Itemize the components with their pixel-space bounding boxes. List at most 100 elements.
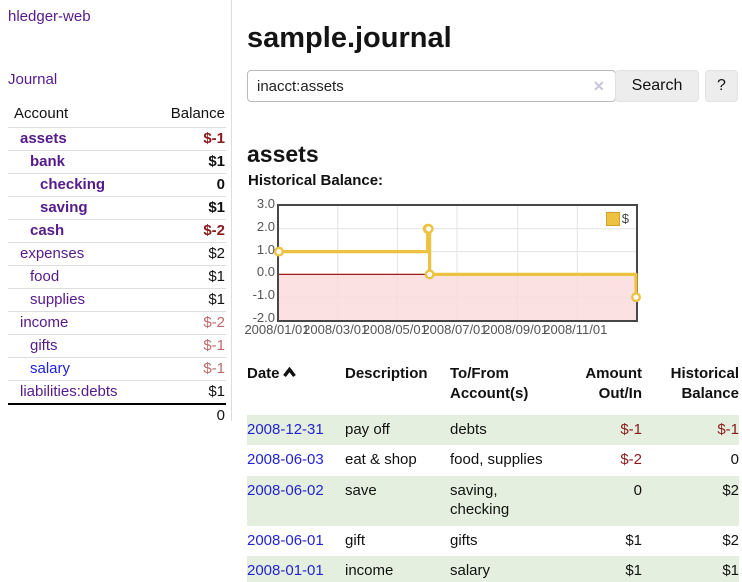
chart-legend: $ <box>603 210 631 227</box>
legend-label: $ <box>621 211 629 226</box>
transaction-amount: $-1 <box>620 420 642 438</box>
register-header-date[interactable]: Date <box>247 360 345 415</box>
register-header-account: To/From Account(s) <box>450 365 529 403</box>
transaction-date-link[interactable]: 2008-06-01 <box>247 531 324 549</box>
help-button[interactable]: ? <box>705 70 738 102</box>
transaction-accounts: salary <box>450 562 491 579</box>
register-row: 2008-06-02 save saving, checking 0 $2 <box>247 475 739 526</box>
register-header-balance: Historical Balance <box>670 365 739 403</box>
sidebar-item-journal[interactable]: Journal <box>8 71 58 88</box>
transaction-date-link[interactable]: 2008-06-02 <box>247 481 324 499</box>
account-row-bank: bank $1 <box>8 150 226 174</box>
accounts-header-row: Account Balance <box>8 102 226 128</box>
accounts-header-account: Account <box>14 105 69 122</box>
x-axis-tick-label: 2008/07/01 <box>422 322 488 337</box>
transaction-accounts: food, supplies <box>450 451 543 468</box>
transaction-balance: $-1 <box>717 420 739 438</box>
app-title-link[interactable]: hledger-web <box>8 8 91 25</box>
sidebar-divider <box>231 0 232 421</box>
transaction-accounts: gifts <box>450 531 478 549</box>
account-row-checking: checking 0 <box>8 173 226 197</box>
account-balance: $1 <box>208 199 225 216</box>
account-balance: $-2 <box>203 314 225 331</box>
y-axis-tick-label: 3.0 <box>256 196 275 211</box>
transaction-description: income <box>345 562 394 579</box>
x-axis-tick-label: 2008/01/01 <box>244 322 310 337</box>
register-header-row: Date Description To/From Account(s) Amou… <box>247 360 739 415</box>
account-balance: $1 <box>208 268 225 285</box>
chart-title: Historical Balance: <box>248 172 384 189</box>
account-balance: $1 <box>208 291 225 308</box>
account-link-supplies[interactable]: supplies <box>30 291 86 308</box>
account-balance: $-2 <box>203 222 225 239</box>
sort-ascending-icon <box>282 364 296 384</box>
account-row-assets: assets $-1 <box>8 127 226 151</box>
legend-swatch-icon <box>605 211 620 226</box>
accounts-table: Account Balance assets $-1 bank $1 check… <box>8 102 226 427</box>
account-link-cash[interactable]: cash <box>30 222 65 239</box>
historical-balance-chart: 3.0 2.0 1.0 0.0 -1.0 -2.0 $ 2008/01/01 2008/03… <box>244 196 742 340</box>
transaction-balance: $2 <box>722 531 739 549</box>
account-row-supplies: supplies $1 <box>8 288 226 312</box>
transaction-description: eat & shop <box>345 451 417 468</box>
account-row-expenses: expenses $2 <box>8 242 226 266</box>
account-balance: 0 <box>216 176 225 193</box>
account-heading: assets <box>247 141 319 168</box>
account-link-liabilities-debts[interactable]: liabilities:debts <box>20 383 118 400</box>
transaction-amount: 0 <box>633 481 642 499</box>
search-button[interactable]: Search <box>615 70 699 102</box>
transaction-amount: $-2 <box>620 451 642 468</box>
transaction-amount: $1 <box>625 531 642 549</box>
account-link-assets[interactable]: assets <box>20 130 67 147</box>
transaction-date-link[interactable]: 2008-01-01 <box>247 562 324 579</box>
account-balance: $-1 <box>203 337 225 354</box>
account-link-expenses[interactable]: expenses <box>20 245 85 262</box>
account-balance: $1 <box>208 383 225 400</box>
chart-plot-area: $ <box>274 204 642 322</box>
account-link-bank[interactable]: bank <box>30 153 66 170</box>
transaction-description: save <box>345 481 377 499</box>
register-row: 2008-12-31 pay off debts $-1 $-1 <box>247 414 739 445</box>
register-table: Date Description To/From Account(s) Amou… <box>247 360 739 582</box>
register-header-description: Description <box>345 365 428 382</box>
accounts-total-value: 0 <box>216 407 225 424</box>
search-input[interactable] <box>247 70 616 102</box>
account-link-checking[interactable]: checking <box>40 176 106 193</box>
register-header-date-label: Date <box>247 365 280 382</box>
y-axis-tick-label: 2.0 <box>256 218 275 234</box>
clear-search-icon[interactable]: ✕ <box>593 78 605 94</box>
register-header-amount: Amount Out/In <box>585 365 642 403</box>
y-axis-tick-label: 1.0 <box>256 241 275 257</box>
account-link-food[interactable]: food <box>30 268 60 285</box>
account-row-income: income $-2 <box>8 311 226 335</box>
page-title: sample.journal <box>247 22 452 55</box>
account-link-salary[interactable]: salary <box>30 360 71 377</box>
account-row-liabilities-debts: liabilities:debts $1 <box>8 380 226 405</box>
transaction-date-link[interactable]: 2008-12-31 <box>247 420 324 438</box>
y-axis-tick-label: -1.0 <box>252 287 275 303</box>
y-axis-tick-label: -2.0 <box>252 310 275 325</box>
transaction-amount: $1 <box>625 562 642 579</box>
transaction-accounts: debts <box>450 420 487 438</box>
register-row: 2008-01-01 income salary $1 $1 <box>247 556 739 582</box>
account-balance: $-1 <box>203 360 225 377</box>
account-link-income[interactable]: income <box>20 314 69 331</box>
transaction-balance: 0 <box>730 451 739 468</box>
transaction-accounts: saving, checking <box>450 481 510 519</box>
y-axis-tick-label: 0.0 <box>256 264 275 280</box>
account-link-gifts[interactable]: gifts <box>30 337 58 354</box>
x-axis-tick-label: 2008/11/01 <box>543 322 608 337</box>
account-balance: $-1 <box>203 130 225 147</box>
transaction-description: gift <box>345 531 366 549</box>
transaction-date-link[interactable]: 2008-06-03 <box>247 451 324 468</box>
x-axis-tick-label: 2008/09/01 <box>483 322 549 337</box>
account-balance: $2 <box>208 245 225 262</box>
account-link-saving[interactable]: saving <box>40 199 88 216</box>
transaction-description: pay off <box>345 420 390 438</box>
account-row-gifts: gifts $-1 <box>8 334 226 358</box>
account-row-cash: cash $-2 <box>8 219 226 243</box>
x-axis-tick-label: 2008/03/01 <box>303 322 369 337</box>
x-axis-tick-label: 2008/05/01 <box>362 322 428 337</box>
account-row-food: food $1 <box>8 265 226 289</box>
